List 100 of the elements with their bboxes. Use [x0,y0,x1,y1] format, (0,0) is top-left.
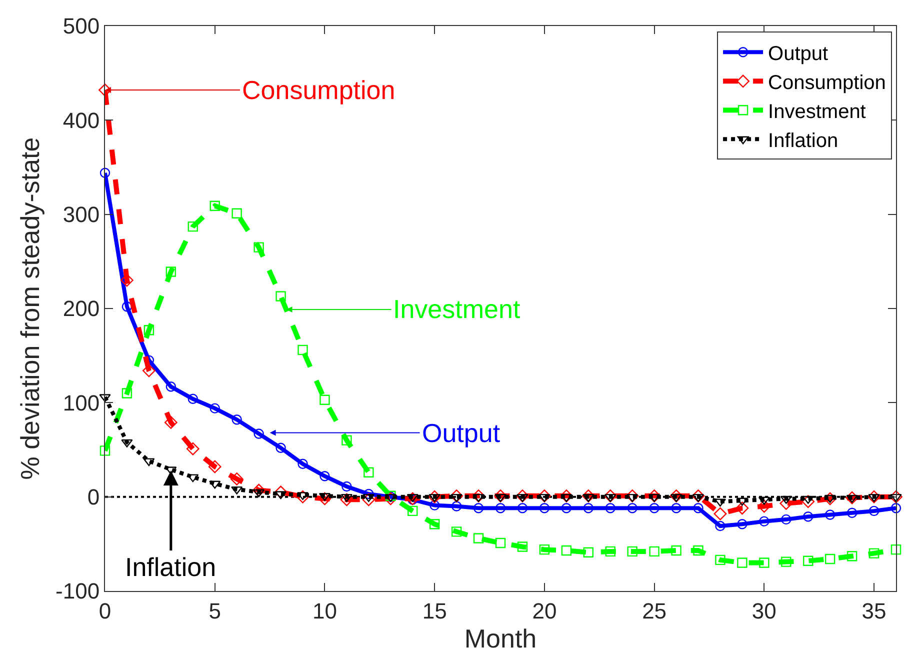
point [473,533,484,544]
point [188,394,198,404]
point [210,403,220,414]
point [122,302,132,312]
point [604,494,616,502]
point [780,496,793,510]
point [362,493,376,506]
point [868,494,880,502]
point [671,503,682,514]
point [230,472,244,486]
point [714,507,727,520]
point [144,325,154,336]
x-axis-title: Month [464,623,537,654]
point [692,489,705,502]
point [254,242,264,252]
point [736,502,749,515]
point [802,495,815,508]
point [166,382,176,392]
point [517,542,528,552]
point [186,442,200,456]
point [693,503,704,514]
point [516,489,529,502]
point [759,516,770,526]
point [451,526,462,537]
x-tick-label: 10 [312,598,337,624]
point [824,510,836,520]
point [100,168,110,178]
point [364,467,374,478]
point [408,506,418,516]
x-tick-label: 15 [422,598,447,624]
point [274,486,288,499]
point [627,546,638,557]
point [758,496,770,505]
point [803,556,814,566]
point [340,494,352,502]
y-tick-label: 300 [62,202,100,228]
point [276,291,286,302]
point [252,484,266,497]
point [649,503,660,514]
legend-label: Inflation [768,130,838,152]
point [626,494,638,502]
y-tick-label: -100 [56,578,100,604]
point [473,503,484,514]
point [298,458,308,469]
point [320,394,330,405]
x-tick-label: 25 [642,598,667,624]
point [781,514,792,525]
point [495,538,506,548]
point [164,416,178,429]
x-tick-label: 20 [532,598,557,624]
point [495,503,506,514]
point [538,494,550,502]
point [561,545,572,556]
x-tick-label: 30 [752,598,776,624]
point [890,544,902,555]
point [627,503,638,514]
point [539,503,550,514]
point [583,547,594,558]
point [340,493,354,506]
point [276,442,286,453]
y-tick-label: 200 [62,296,100,322]
point [494,489,507,502]
point [121,439,133,448]
point [517,503,528,514]
point [648,494,660,502]
point [320,471,330,482]
point [494,494,506,502]
point [561,503,572,514]
legend-label: Consumption [768,72,886,94]
point [120,274,134,287]
y-tick-label: 100 [62,390,100,416]
point [450,494,462,502]
point [210,200,220,211]
point [472,494,484,502]
point [780,496,792,504]
point [406,494,418,502]
point [122,388,132,398]
point [429,500,440,510]
point [846,551,858,562]
point [737,519,748,530]
annotation: Inflation [125,552,216,582]
point [868,490,880,504]
point [450,489,464,502]
point [671,545,682,556]
y-tick-label: 500 [62,14,100,39]
point [890,494,902,502]
point [693,545,704,556]
point [429,519,440,530]
point [824,494,836,503]
point [824,554,836,564]
point [736,498,748,506]
point [143,458,155,466]
point [254,428,264,439]
point [362,494,374,502]
y-axis-title: % deviation from steady-state [14,137,45,480]
point [516,494,528,502]
point [715,520,726,532]
point [715,554,726,566]
point [209,480,221,489]
point [846,508,858,518]
